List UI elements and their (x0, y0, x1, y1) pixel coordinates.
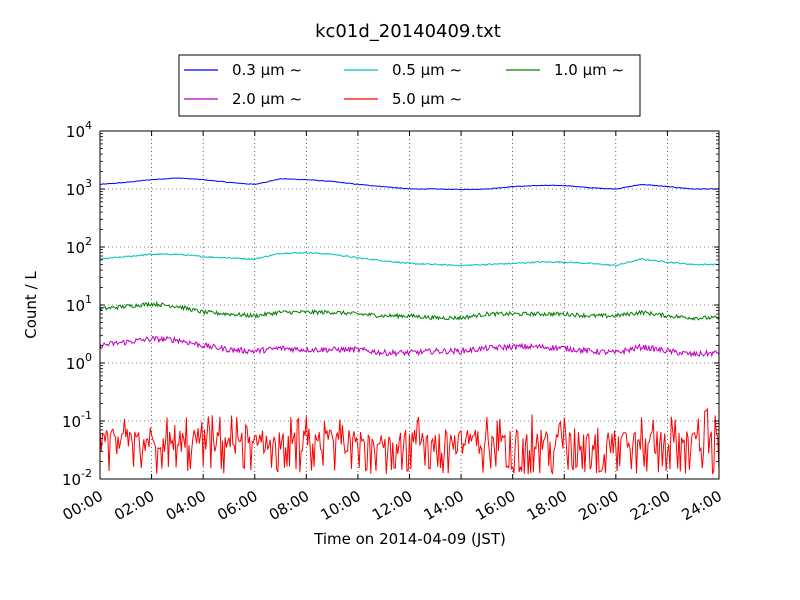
x-tick-label: 00:00 (60, 487, 106, 524)
y-tick-label: 104 (66, 119, 92, 141)
x-tick-label: 02:00 (111, 487, 157, 524)
y-tick-label: 10-2 (62, 467, 92, 489)
series-line (100, 335, 719, 358)
series-line (100, 300, 719, 321)
y-tick-label: 101 (66, 293, 92, 315)
y-tick-label: 10-1 (62, 409, 92, 431)
x-tick-label: 14:00 (421, 487, 467, 524)
x-tick-label: 04:00 (163, 487, 209, 524)
series-line (100, 177, 719, 191)
y-tick-label: 100 (66, 351, 92, 373)
x-tick-label: 10:00 (317, 487, 363, 524)
x-tick-label: 18:00 (524, 487, 570, 524)
legend-box (178, 54, 641, 117)
x-tick-label: 24:00 (679, 487, 725, 524)
x-tick-label: 16:00 (472, 487, 518, 524)
x-tick-label: 12:00 (369, 487, 415, 524)
x-tick-label: 22:00 (627, 487, 673, 524)
plot-area: 00:00 02:00 04:00 06:00 08:00 10:00 12:00 14:00… (60, 119, 725, 524)
legend-entry: 0.3 μm ∼ (232, 61, 302, 79)
legend-entry: 0.5 μm ∼ (392, 61, 462, 79)
x-tick-label: 20:00 (575, 487, 621, 524)
series-line (100, 251, 719, 267)
legend-entry: 1.0 μm ∼ (554, 61, 624, 79)
y-tick-label: 102 (66, 235, 92, 257)
x-tick-label: 06:00 (214, 487, 260, 524)
y-axis-label: Count / L (22, 271, 40, 339)
legend-entry: 2.0 μm ∼ (232, 90, 302, 108)
x-tick-label: 08:00 (266, 487, 312, 524)
chart-title: kc01d_20140409.txt (315, 21, 501, 42)
legend-entry: 5.0 μm ∼ (392, 90, 462, 108)
y-tick-label: 103 (66, 177, 92, 199)
x-axis-label: Time on 2014-04-09 (JST) (313, 530, 506, 548)
legend: 0.3 μm ∼ 0.5 μm ∼ 1.0 μm ∼ 2.0 μm ∼ 5.0 μm ∼ (178, 54, 641, 117)
series-line (100, 407, 719, 475)
